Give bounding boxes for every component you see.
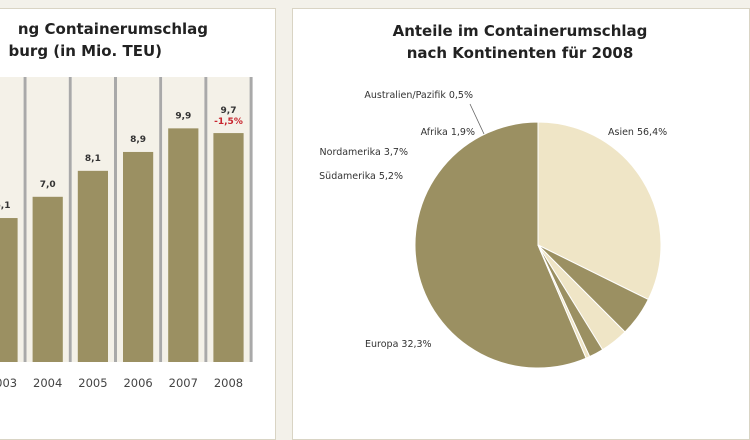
bar-2008 (213, 133, 244, 362)
pie-title-line-2: nach Kontinenten für 2008 (406, 44, 634, 62)
year-tick-label: 2004 (33, 376, 62, 390)
bar-2007 (168, 128, 199, 362)
bar-2006 (123, 151, 154, 362)
bar-chart: 6,1 2003 7,0 2004 8,1 2005 8,9 2006 9,9 2007 9,7 20… (0, 77, 253, 390)
bar-value-label: 7,0 (40, 180, 56, 190)
year-tick-label: 2005 (78, 376, 107, 390)
pie-slice (414, 121, 587, 369)
year-tick-label: 2008 (214, 376, 243, 390)
bar-value-label: 8,1 (85, 154, 101, 164)
pie-chart-title: Anteile im Containerumschlag nach Kontin… (292, 20, 748, 64)
bar-value-label: 8,9 (130, 135, 146, 145)
column-divider (68, 77, 72, 362)
pie-title-line-1: Anteile im Containerumschlag (392, 22, 648, 40)
column-divider (204, 77, 208, 362)
pie-slice-label: Nordamerika 3,7% (320, 147, 408, 158)
bar-title-line-1: ng Containerumschlag (17, 20, 208, 38)
column-divider (249, 77, 253, 362)
column-divider (114, 77, 117, 362)
pie-slice (537, 244, 591, 359)
year-tick-label: 2003 (0, 376, 17, 390)
pie-slice-label: Australien/Pazifik 0,5% (364, 90, 473, 101)
bar-chart-title: ng Containerumschlag burg (in Mio. TEU) (0, 18, 270, 62)
pie-chart: Asien 56,4% Europa 32,3% Südamerika 5,2% No… (319, 90, 667, 369)
bar-2005 (77, 170, 108, 362)
bar-value-label: 9,7 (221, 106, 237, 116)
pie-slice-label: Asien 56,4% (608, 127, 667, 138)
leader-line (469, 103, 485, 135)
bar-2004 (32, 196, 63, 362)
bar-2003 (0, 218, 18, 362)
year-tick-label: 2006 (123, 376, 152, 390)
change-annotation: -1,5% (214, 117, 243, 127)
column-divider (159, 77, 163, 362)
column-divider (23, 77, 27, 362)
bar-value-label: 9,9 (175, 111, 191, 121)
bar-value-label: 6,1 (0, 201, 10, 211)
pie-slice (537, 121, 662, 301)
pie-slice-label: Südamerika 5,2% (319, 171, 403, 182)
pie-slice-label: Afrika 1,9% (421, 127, 475, 138)
bar-title-line-2: burg (in Mio. TEU) (8, 42, 162, 60)
year-tick-label: 2007 (169, 376, 198, 390)
pie-slice-label: Europa 32,3% (365, 339, 432, 350)
